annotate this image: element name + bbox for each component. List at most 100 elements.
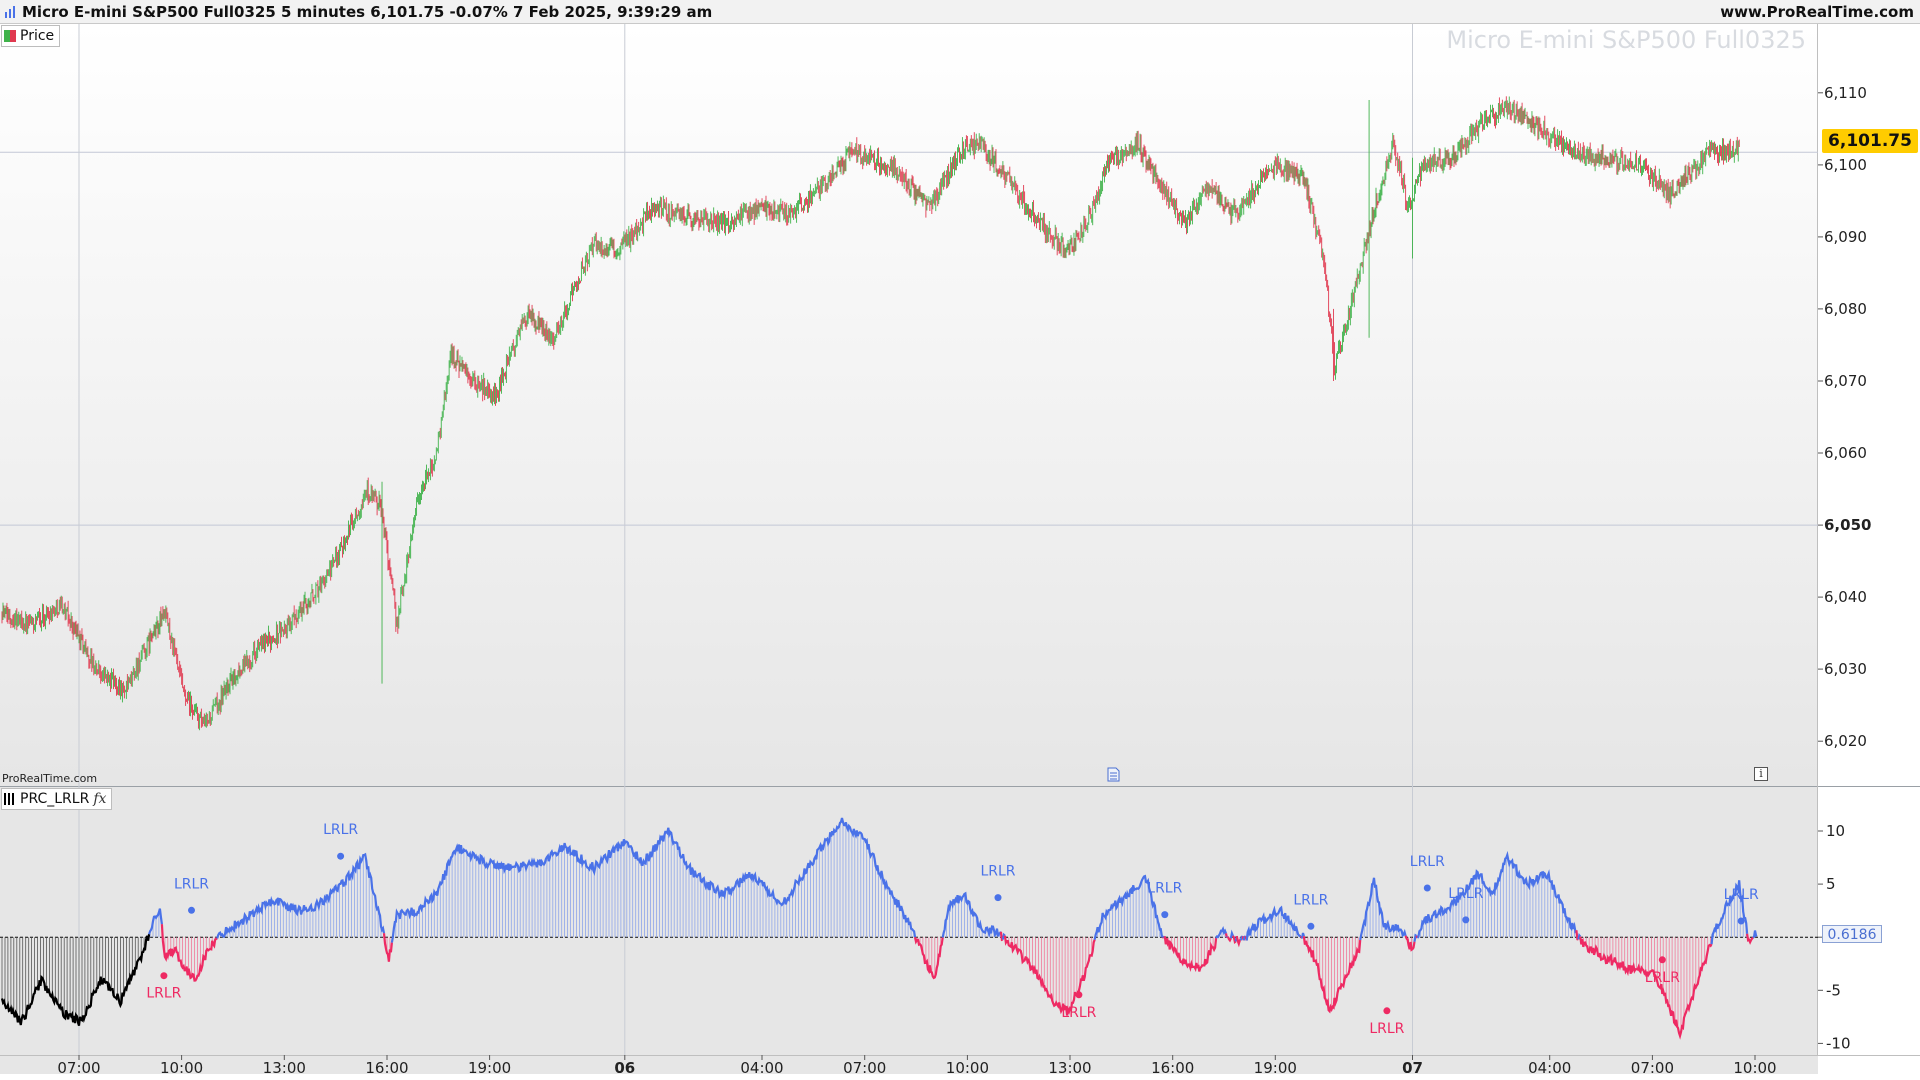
info-icon[interactable]: i <box>1754 767 1768 781</box>
price-legend-label: Price <box>20 28 55 44</box>
time-axis-label: 16:00 <box>1151 1059 1194 1077</box>
indicator-series <box>0 817 1758 1040</box>
indicator-line-segment <box>941 891 1002 938</box>
indicator-axis-label: 10 <box>1826 822 1845 840</box>
signal-label: LRLR <box>174 876 209 892</box>
indicator-line-segment <box>148 908 163 935</box>
price-axis-label: 6,050 <box>1824 516 1871 534</box>
price-axis-background <box>1818 24 1920 1056</box>
indicator-line-segment <box>999 931 1004 942</box>
indicator-line-segment <box>1416 850 1578 939</box>
indicator-line-segment <box>1235 935 1241 948</box>
window-title: Micro E-mini S&P500 Full0325 5 minutes 6… <box>22 3 713 21</box>
price-axis-label: 6,090 <box>1824 228 1867 246</box>
indicator-line-segment <box>1300 932 1305 939</box>
signal-label: LRLR <box>1645 970 1680 986</box>
time-axis-label: 04:00 <box>1528 1059 1571 1077</box>
indicator-line-segment <box>1577 932 1582 940</box>
indicator-line-segment <box>1001 932 1006 940</box>
signal-dot <box>160 972 168 980</box>
signal-labels: LRLR LRLR LRLR LRLR LRLR LRLR LRLR LRLR LRLR LRLR… <box>146 822 1759 1037</box>
signal-label: LRLR <box>980 864 1015 880</box>
indicator-line-segment <box>390 817 917 943</box>
signal-dot <box>1423 884 1431 892</box>
price-axis-label: 6,110 <box>1824 84 1867 102</box>
signal-label: LRLR <box>1724 887 1759 903</box>
price-axis-label: 6,060 <box>1824 444 1867 462</box>
chart-window-icon <box>5 6 15 18</box>
indicator-line-segment <box>0 934 151 1026</box>
indicator-legend-icon <box>4 793 16 805</box>
signal-dot <box>1307 922 1315 930</box>
time-axis-label: 07:00 <box>843 1059 886 1077</box>
indicator-axis-label: 5 <box>1826 875 1836 893</box>
indicator-line-segment <box>1229 929 1234 939</box>
indicator-line-segment <box>1746 933 1754 945</box>
time-axis-label: 10:00 <box>160 1059 203 1077</box>
footer-brand: ProRealTime.com <box>2 772 98 785</box>
signal-label: LRLR <box>146 986 181 1002</box>
price-axis-label: 6,020 <box>1824 732 1867 750</box>
instrument-watermark: Micro E-mini S&P500 Full0325 <box>1446 26 1806 54</box>
indicator-line-segment <box>913 936 944 980</box>
indicator-legend-label: PRC_LRLR <box>20 791 90 807</box>
price-axis-label: 6,030 <box>1824 660 1867 678</box>
signal-dot <box>1737 917 1745 925</box>
time-axis-label: 19:00 <box>468 1059 511 1077</box>
indicator-line-segment <box>1163 936 1218 973</box>
indicator-legend[interactable]: PRC_LRLR fx <box>1 788 113 810</box>
signal-dot <box>188 906 195 914</box>
signal-label: LRLR <box>1448 886 1483 902</box>
time-axis-label: 07:00 <box>1631 1059 1674 1077</box>
indicator-line-segment <box>1579 936 1713 1040</box>
price-candles <box>1 96 1740 731</box>
indicator-line-segment <box>1003 935 1096 1016</box>
indicator-line-segment <box>216 852 386 939</box>
indicator-line-segment <box>1413 933 1418 942</box>
last-price-tag: 6,101.75 <box>1822 129 1918 153</box>
site-url[interactable]: www.ProRealTime.com <box>1720 3 1914 21</box>
price-legend[interactable]: Price <box>1 25 61 47</box>
price-axis-label: 6,040 <box>1824 588 1867 606</box>
time-axis-label: 10:00 <box>1733 1059 1776 1077</box>
signal-label: LRLR <box>1293 892 1328 908</box>
indicator-line-segment <box>160 924 218 982</box>
indicator-line-segment <box>1231 935 1237 945</box>
indicator-axis-label: -5 <box>1826 981 1841 999</box>
indicator-value-tag: 0.6186 <box>1822 925 1882 943</box>
chart-area[interactable]: LRLR LRLR LRLR LRLR LRLR LRLR LRLR LRLR LRLR LRLR… <box>0 24 1920 1080</box>
price-panel-background <box>0 24 1818 786</box>
indicator-line-segment <box>1710 880 1749 945</box>
indicator-line-segment <box>1752 930 1758 939</box>
indicator-line-segment <box>1215 925 1228 939</box>
signal-label: LRLR <box>1147 881 1182 897</box>
time-axis-label: 10:00 <box>946 1059 989 1077</box>
title-bar: Micro E-mini S&P500 Full0325 5 minutes 6… <box>0 0 1920 24</box>
signal-dot <box>1462 916 1470 924</box>
signal-label: LRLR <box>323 822 358 838</box>
indicator-line-segment <box>1302 936 1362 1014</box>
axis-labels: 6,110 6,100 6,090 6,080 6,070 6,060 6,050 6,040… <box>57 84 1871 1077</box>
signal-label: LRLR <box>1061 1005 1096 1021</box>
indicator-line-segment <box>1404 935 1416 952</box>
indicator-line-segment <box>1359 877 1407 941</box>
indicator-line-segment <box>1245 905 1302 941</box>
signal-dot <box>1658 956 1666 964</box>
time-axis-label: 07:00 <box>57 1059 100 1077</box>
time-axis-label: 06 <box>614 1059 635 1077</box>
time-axis-label: 04:00 <box>740 1059 783 1077</box>
indicator-line-segment <box>382 933 393 962</box>
indicator-axis-label: -10 <box>1826 1034 1851 1052</box>
time-axis-label: 16:00 <box>365 1059 408 1077</box>
signal-dot <box>1383 1007 1391 1015</box>
signal-dot <box>1075 991 1083 999</box>
document-icon[interactable] <box>1107 767 1120 782</box>
price-axis-label: 6,100 <box>1824 156 1867 174</box>
indicator-line-segment <box>1093 874 1164 940</box>
signal-dot <box>337 852 345 860</box>
price-legend-icon <box>4 30 16 42</box>
time-axis-label: 07 <box>1402 1059 1423 1077</box>
price-axis-label: 6,080 <box>1824 300 1867 318</box>
formula-icon[interactable]: fx <box>93 791 107 807</box>
indicator-line-segment <box>1226 936 1232 943</box>
